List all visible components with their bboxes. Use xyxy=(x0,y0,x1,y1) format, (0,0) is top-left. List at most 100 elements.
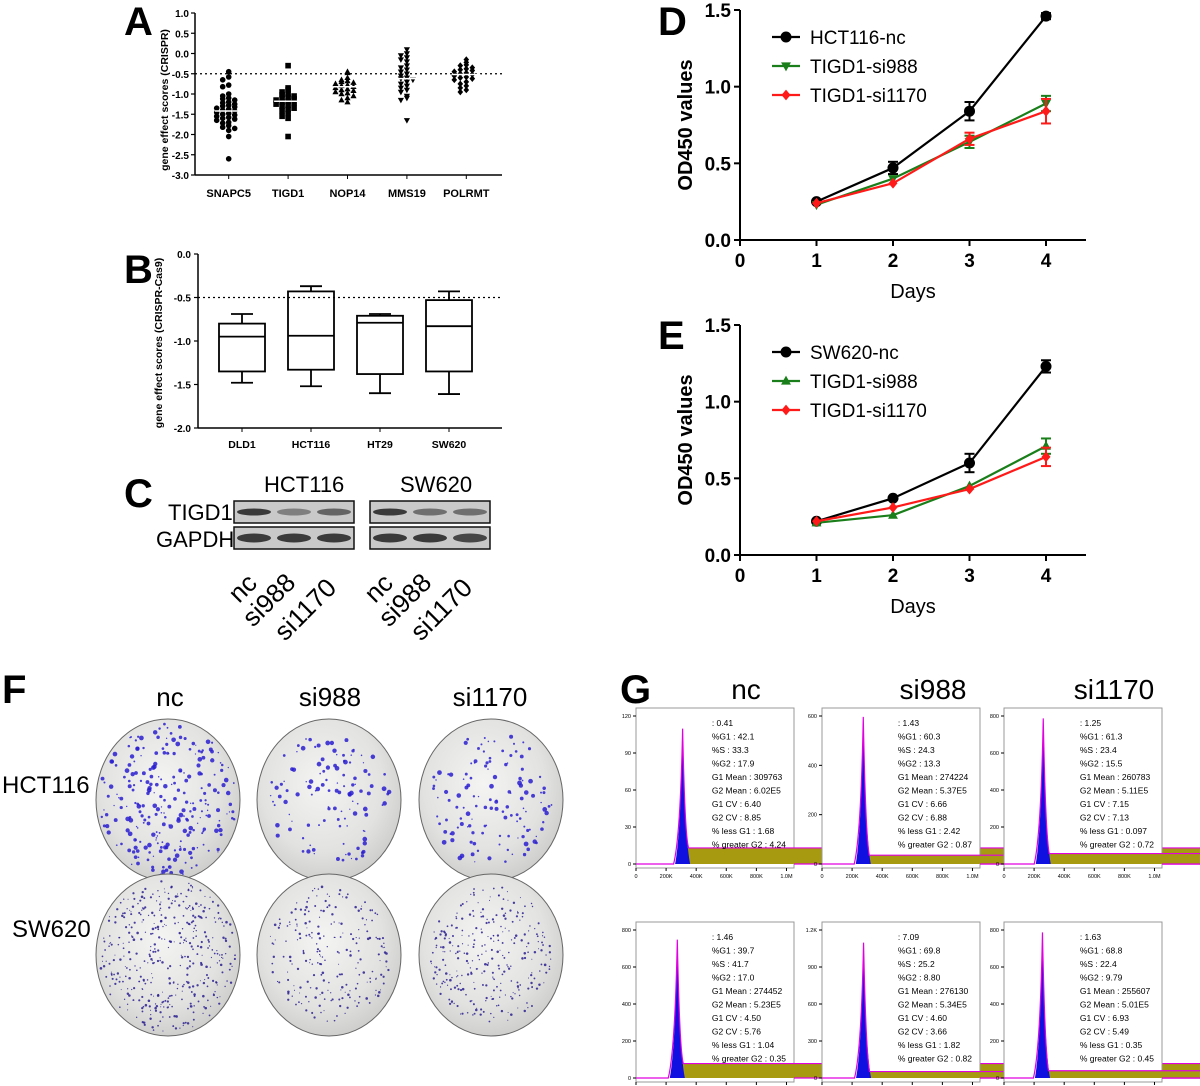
colony xyxy=(380,973,383,976)
plate-HCT116-si1170 xyxy=(418,718,564,882)
series-TIGD1-si1170 xyxy=(812,446,1051,527)
colony xyxy=(338,998,341,1001)
colony xyxy=(321,971,325,975)
colony xyxy=(159,1011,162,1014)
colony xyxy=(152,1029,155,1031)
colony xyxy=(432,977,435,980)
data-point xyxy=(279,108,285,114)
colony xyxy=(288,955,292,959)
colony xyxy=(466,826,469,828)
colony xyxy=(484,963,487,966)
colony xyxy=(188,830,192,834)
colony xyxy=(486,918,488,921)
blot-band xyxy=(277,533,311,543)
colony xyxy=(307,784,312,790)
colony xyxy=(133,760,136,763)
colony xyxy=(524,905,526,908)
colony xyxy=(302,949,305,952)
colony xyxy=(309,958,311,961)
colony xyxy=(207,814,211,818)
data-point xyxy=(273,101,279,107)
colony xyxy=(294,929,297,932)
y-tick-label: 30 xyxy=(625,825,631,831)
colony xyxy=(319,953,321,956)
colony xyxy=(134,739,137,742)
colony xyxy=(547,804,551,808)
colony xyxy=(340,973,344,976)
colony xyxy=(366,930,369,933)
colony xyxy=(134,965,136,967)
colony xyxy=(295,792,300,797)
g1-peak xyxy=(856,946,872,1078)
colony xyxy=(342,896,344,898)
data-point xyxy=(457,66,464,74)
colony xyxy=(342,759,346,763)
colony xyxy=(318,916,321,918)
colony xyxy=(183,939,186,942)
colony xyxy=(167,804,172,809)
y-tick-label: 1.0 xyxy=(175,9,189,20)
colony xyxy=(125,967,128,969)
colony xyxy=(278,918,281,921)
x-tick-label: 2 xyxy=(888,566,899,587)
colony xyxy=(501,942,504,944)
colony xyxy=(438,968,441,971)
colony xyxy=(296,751,298,753)
colony xyxy=(488,760,492,763)
x-tick-label: 1.0M xyxy=(780,874,793,880)
colony xyxy=(213,917,216,919)
colony xyxy=(468,935,470,937)
colony xyxy=(116,908,119,911)
plot-frame xyxy=(635,707,795,869)
stat-line: : 1.46 xyxy=(712,932,734,942)
colony xyxy=(523,956,527,960)
colony xyxy=(357,962,359,964)
colony xyxy=(467,944,469,946)
colony xyxy=(164,999,167,1002)
colony xyxy=(135,746,140,751)
colony xyxy=(196,953,199,956)
colony xyxy=(350,754,353,756)
colony xyxy=(359,789,363,793)
colony xyxy=(523,933,526,936)
colony xyxy=(192,920,195,923)
colony xyxy=(163,798,166,802)
colony xyxy=(217,751,220,754)
colony xyxy=(436,973,438,976)
colony xyxy=(118,797,120,799)
legend-label: SW620-nc xyxy=(810,343,899,364)
colony xyxy=(160,778,163,781)
colony xyxy=(304,995,307,998)
x-tick-label: HT29 xyxy=(367,439,393,451)
colony xyxy=(183,847,187,852)
stat-line: : 1.43 xyxy=(898,718,920,728)
stat-line: % less G1 : 0.35 xyxy=(1080,1040,1143,1050)
stat-line: % less G1 : 0.097 xyxy=(1080,826,1147,836)
colony xyxy=(363,768,368,774)
colony xyxy=(133,921,136,924)
data-point xyxy=(457,80,464,88)
colony xyxy=(473,939,476,942)
colony xyxy=(354,987,357,990)
colony xyxy=(472,1003,475,1006)
colony xyxy=(525,810,527,813)
colony xyxy=(298,1001,300,1004)
colony xyxy=(436,815,439,818)
colony xyxy=(442,980,445,983)
colony xyxy=(440,946,442,949)
y-tick-label: 400 xyxy=(990,1002,999,1008)
colony xyxy=(341,997,344,1000)
colony xyxy=(318,824,320,827)
colony xyxy=(296,923,298,925)
colony xyxy=(319,772,321,775)
colony xyxy=(195,935,197,937)
series-line xyxy=(816,15,1047,203)
colony xyxy=(322,909,325,913)
colony xyxy=(291,995,293,997)
colony xyxy=(182,1022,185,1025)
colony xyxy=(461,987,465,991)
colony xyxy=(316,961,319,964)
colony xyxy=(351,800,354,803)
colony xyxy=(153,962,156,964)
data-point xyxy=(225,102,232,109)
